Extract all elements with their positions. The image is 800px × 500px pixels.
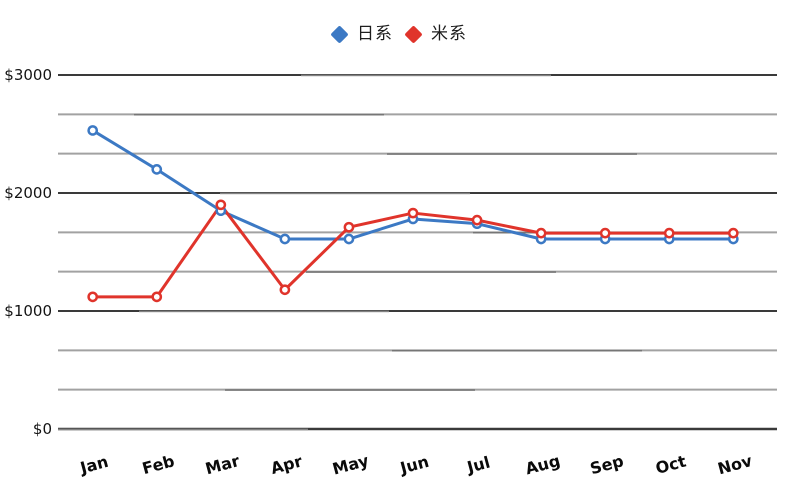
x-axis-tick-label: Jan: [77, 452, 110, 478]
x-axis-tick-label: Aug: [523, 451, 562, 478]
data-point-0-May[interactable]: [343, 233, 355, 245]
data-point-1-Feb[interactable]: [151, 291, 163, 303]
diamond-icon: [330, 25, 349, 44]
data-point-0-Feb[interactable]: [151, 164, 163, 175]
data-point-1-Sep[interactable]: [599, 227, 611, 239]
x-axis-tick-label: Mar: [203, 451, 241, 478]
legend-label: 日系: [357, 24, 393, 44]
y-axis-tick-label: $0: [33, 420, 52, 438]
data-point-1-May[interactable]: [343, 221, 355, 233]
data-point-0-Jan[interactable]: [87, 125, 99, 136]
data-point-1-Mar[interactable]: [215, 199, 227, 211]
data-point-1-Jul[interactable]: [471, 214, 483, 226]
x-axis-tick-label: Jun: [397, 452, 431, 478]
x-axis-tick-label: Feb: [140, 451, 176, 478]
legend-item-american-series[interactable]: 米系: [404, 24, 467, 44]
data-point-1-Oct[interactable]: [663, 227, 675, 239]
x-axis-tick-label: Oct: [654, 451, 689, 477]
x-axis-tick-label: Nov: [716, 451, 755, 479]
y-axis-tick-label: $3000: [4, 66, 52, 84]
legend-label: 米系: [431, 24, 467, 44]
y-axis-tick-label: $2000: [4, 184, 52, 202]
data-point-1-Aug[interactable]: [535, 227, 547, 239]
y-axis-tick-label: $1000: [4, 302, 52, 320]
data-point-1-Apr[interactable]: [279, 284, 291, 296]
diamond-icon: [404, 25, 423, 44]
data-point-0-Apr[interactable]: [279, 233, 291, 245]
x-axis-tick-label: Jul: [464, 453, 492, 478]
x-axis-tick-label: Sep: [588, 451, 626, 478]
chart-legend: 日系 米系: [0, 24, 800, 44]
x-axis-tick-label: Apr: [269, 451, 305, 478]
x-axis-tick-label: May: [330, 451, 371, 479]
data-point-1-Jan[interactable]: [87, 291, 99, 303]
legend-item-japanese-series[interactable]: 日系: [330, 24, 393, 44]
data-point-1-Nov[interactable]: [727, 227, 739, 239]
data-point-1-Jun[interactable]: [407, 207, 419, 219]
